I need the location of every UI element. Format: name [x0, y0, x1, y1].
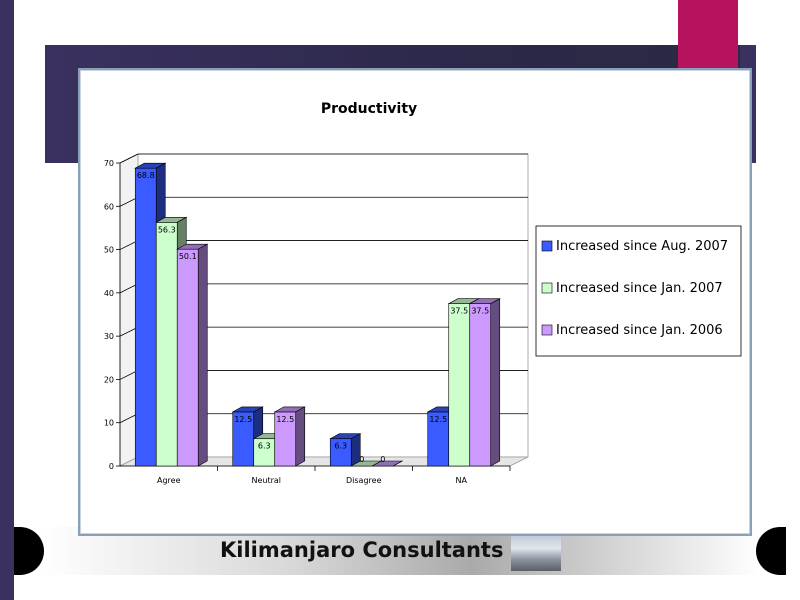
productivity-chart: Productivity 0 10 20 30 40 50 60 70 Agree 68.8 56.… — [104, 101, 742, 485]
mountain-photo-icon — [511, 533, 561, 571]
data-label: 12.5 — [234, 415, 252, 424]
data-label: 0 — [359, 455, 364, 464]
y-tick-label: 60 — [104, 202, 114, 211]
chart-frame: Productivity 0 10 20 30 40 50 60 70 Agree 68.8 56.… — [78, 68, 752, 536]
data-label: 6.3 — [334, 442, 347, 451]
y-tick-label: 0 — [109, 462, 114, 471]
bar-front — [448, 303, 471, 467]
y-tick-label: 50 — [104, 246, 114, 255]
bar-side — [393, 460, 403, 467]
left-accent-bar — [0, 0, 14, 600]
bar-side — [197, 243, 208, 467]
x-tick-label: Neutral — [251, 476, 281, 485]
magenta-accent-block — [678, 0, 738, 68]
y-tick-label: 10 — [104, 419, 114, 428]
legend-label: Increased since Aug. 2007 — [556, 239, 728, 254]
chart-title: Productivity — [321, 101, 417, 117]
bar-front — [469, 303, 492, 467]
x-tick-label: Disagree — [346, 476, 382, 485]
bar-front — [155, 222, 178, 467]
y-tick-label: 40 — [104, 289, 114, 298]
gridline-side — [119, 153, 139, 164]
company-name: Kilimanjaro Consultants — [220, 538, 504, 562]
data-label: 6.3 — [258, 442, 271, 451]
legend-box — [535, 225, 742, 357]
bar-front — [176, 248, 199, 467]
chart-legend: Increased since Aug. 2007 Increased since… — [535, 225, 742, 357]
data-label: 0 — [380, 455, 385, 464]
legend-swatch — [541, 324, 553, 336]
legend-label: Increased since Jan. 2007 — [556, 281, 723, 296]
y-tick-label: 20 — [104, 375, 114, 384]
bar-side — [490, 298, 501, 467]
data-label: 12.5 — [429, 415, 447, 424]
footer-cap-right — [756, 527, 786, 575]
bar-front — [134, 167, 157, 467]
data-label: 50.1 — [179, 252, 197, 261]
legend-swatch — [541, 240, 553, 252]
y-tick-label: 70 — [104, 159, 114, 168]
legend-swatch — [541, 282, 553, 294]
data-label: 56.3 — [158, 225, 176, 234]
bar-side — [295, 406, 306, 467]
data-label: 37.5 — [450, 307, 468, 316]
y-tick-label: 30 — [104, 332, 114, 341]
x-tick-label: Agree — [157, 476, 181, 485]
data-label: 12.5 — [276, 415, 294, 424]
data-label: 37.5 — [471, 307, 489, 316]
x-tick-label: NA — [456, 476, 468, 485]
plot-area: 0 10 20 30 40 50 60 70 Agree 68.8 56.3 50.1 Neutral 1… — [104, 153, 529, 485]
data-label: 68.8 — [137, 171, 155, 180]
legend-label: Increased since Jan. 2006 — [556, 323, 723, 338]
